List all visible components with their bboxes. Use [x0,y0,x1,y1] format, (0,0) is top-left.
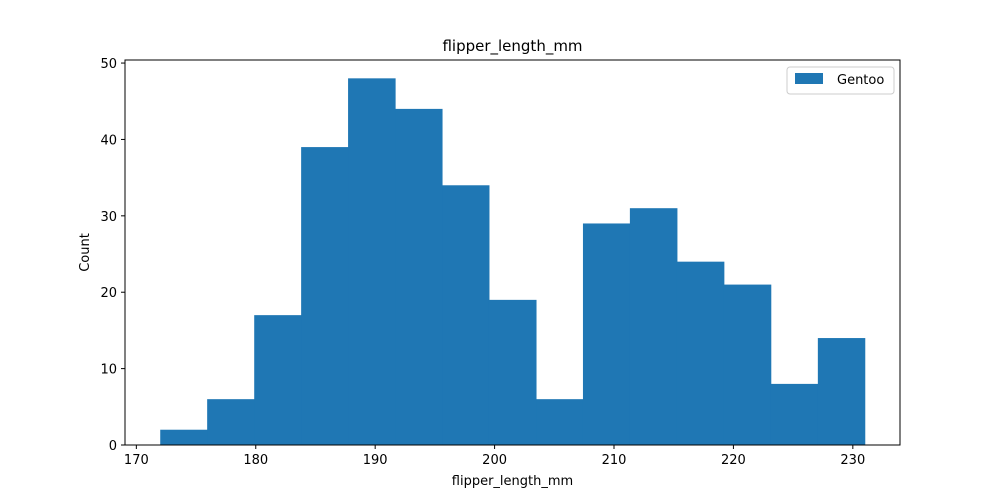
y-tick-label: 50 [100,57,117,72]
histogram-bar [254,315,302,445]
bars-layer [160,78,866,446]
x-tick-label: 220 [721,453,746,468]
x-tick-label: 190 [363,453,388,468]
histogram-bar [160,429,208,445]
x-tick-label: 170 [124,453,149,468]
histogram-bar [442,185,490,445]
x-axis-ticks: 170 180 190 200 210 220 230 [124,445,865,468]
legend: Gentoo [786,66,895,95]
histogram-bar [676,261,725,445]
histogram-bar [629,208,678,445]
x-tick-label: 200 [482,453,507,468]
legend-swatch [795,73,823,84]
histogram-bar [301,147,349,446]
y-tick-label: 40 [100,133,117,148]
chart-title: flipper_length_mm [442,37,582,56]
y-tick-label: 20 [100,286,117,301]
x-tick-label: 210 [602,453,627,468]
y-axis-label: Count [78,233,93,272]
histogram-bar [770,383,819,445]
plot-frame [124,59,901,446]
histogram-bar [488,299,537,445]
x-tick-label: 230 [840,453,865,468]
histogram-bar [536,399,584,445]
histogram-bar [817,338,866,445]
histogram-bar [207,399,255,445]
y-axis-ticks: 0 10 20 30 40 50 [100,57,125,454]
histogram-bar [395,108,443,445]
y-tick-label: 0 [109,439,117,454]
y-tick-label: 30 [100,210,117,225]
x-tick-label: 180 [243,453,268,468]
histogram-bar [582,223,631,445]
x-axis-label: flipper_length_mm [452,474,573,489]
histogram-bar [348,78,396,445]
histogram-bar [723,284,772,445]
y-tick-label: 10 [100,363,117,378]
legend-entry-gentoo: Gentoo [837,73,884,88]
